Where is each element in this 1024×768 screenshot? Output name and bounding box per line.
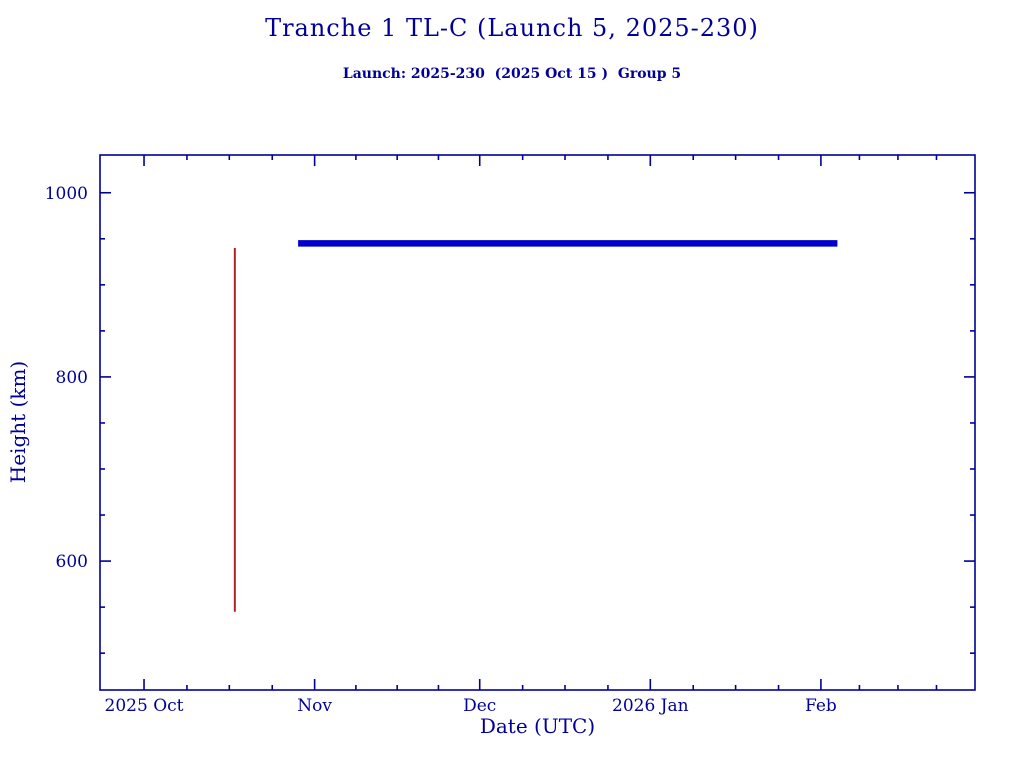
y-axis-label: Height (km) bbox=[6, 360, 30, 484]
x-tick-label: Nov bbox=[297, 696, 332, 716]
x-tick-label: 2026 Jan bbox=[612, 696, 689, 716]
chart-subtitle: Launch: 2025-230 (2025 Oct 15 ) Group 5 bbox=[342, 66, 682, 82]
x-tick-label: 2025 Oct bbox=[105, 696, 184, 716]
x-tick-label: Dec bbox=[463, 696, 496, 716]
plot-frame bbox=[99, 154, 976, 691]
x-axis-label: Date (UTC) bbox=[479, 714, 596, 738]
y-tick-label: 800 bbox=[56, 368, 88, 388]
x-tick-label: Feb bbox=[805, 696, 837, 716]
y-tick-label: 1000 bbox=[45, 184, 88, 204]
y-tick-label: 600 bbox=[56, 552, 88, 572]
chart-title: Tranche 1 TL-C (Launch 5, 2025-230) bbox=[265, 14, 759, 42]
